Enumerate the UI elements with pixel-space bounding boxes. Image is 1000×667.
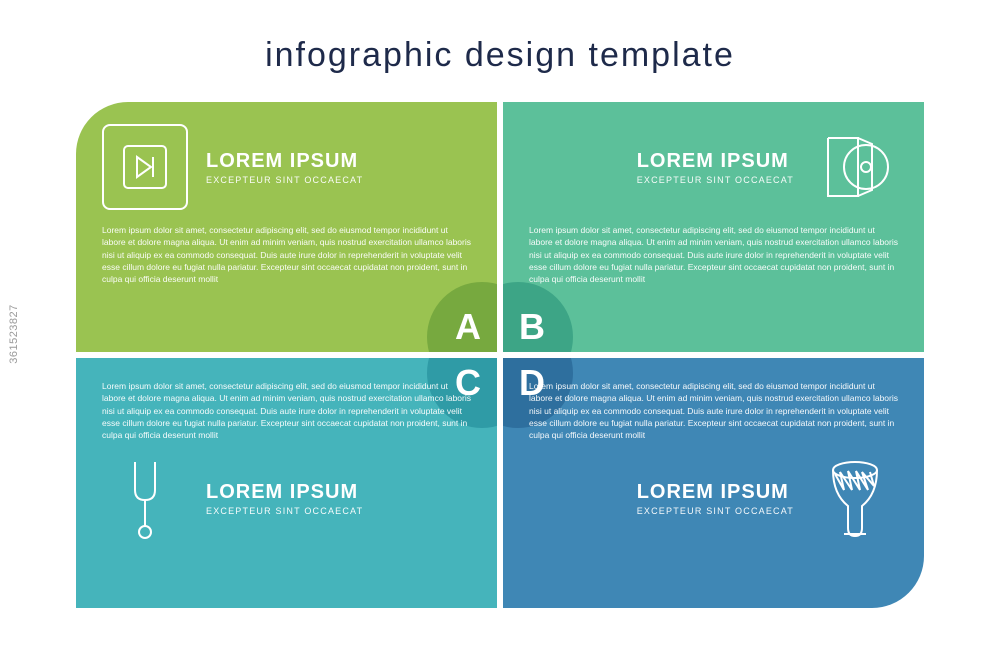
panel-d: LOREM IPSUM EXCEPTEUR SINT OCCAECAT Lore… [503,358,924,608]
panel-a-heading-text: LOREM IPSUM EXCEPTEUR SINT OCCAECAT [206,150,363,185]
panel-d-body: Lorem ipsum dolor sit amet, consectetur … [529,380,898,442]
panel-c-heading: LOREM IPSUM [206,481,363,503]
panel-b-heading-row: LOREM IPSUM EXCEPTEUR SINT OCCAECAT [529,124,898,210]
panel-b-body: Lorem ipsum dolor sit amet, consectetur … [529,224,898,286]
panel-a-body: Lorem ipsum dolor sit amet, consectetur … [102,224,471,286]
vinyl-sleeve-icon [812,124,898,210]
panel-b-heading-text: LOREM IPSUM EXCEPTEUR SINT OCCAECAT [637,150,794,185]
panel-a: LOREM IPSUM EXCEPTEUR SINT OCCAECAT Lore… [76,102,497,352]
panel-c-subheading: EXCEPTEUR SINT OCCAECAT [206,506,363,516]
panel-a-heading-row: LOREM IPSUM EXCEPTEUR SINT OCCAECAT [102,124,471,210]
djembe-drum-icon [812,456,898,542]
panel-d-heading-row: LOREM IPSUM EXCEPTEUR SINT OCCAECAT [529,456,898,542]
panel-c-heading-row: LOREM IPSUM EXCEPTEUR SINT OCCAECAT [102,456,471,542]
play-next-icon [102,124,188,210]
stock-watermark: 361523827 [8,304,20,364]
panel-b-heading: LOREM IPSUM [637,150,794,172]
panel-a-subheading: EXCEPTEUR SINT OCCAECAT [206,175,363,185]
panel-d-heading-text: LOREM IPSUM EXCEPTEUR SINT OCCAECAT [637,481,794,516]
tuning-fork-icon [102,456,188,542]
panel-c: LOREM IPSUM EXCEPTEUR SINT OCCAECAT Lore… [76,358,497,608]
panel-d-subheading: EXCEPTEUR SINT OCCAECAT [637,506,794,516]
panel-b-letter-badge: B [503,282,573,352]
panel-d-heading: LOREM IPSUM [637,481,794,503]
panel-c-heading-text: LOREM IPSUM EXCEPTEUR SINT OCCAECAT [206,481,363,516]
panel-c-body: Lorem ipsum dolor sit amet, consectetur … [102,380,471,442]
page-title: infographic design template [0,36,1000,75]
panel-b-subheading: EXCEPTEUR SINT OCCAECAT [637,175,794,185]
panel-b: LOREM IPSUM EXCEPTEUR SINT OCCAECAT Lore… [503,102,924,352]
panel-a-letter-badge: A [427,282,497,352]
infographic-grid: LOREM IPSUM EXCEPTEUR SINT OCCAECAT Lore… [76,102,924,608]
panel-a-heading: LOREM IPSUM [206,150,363,172]
